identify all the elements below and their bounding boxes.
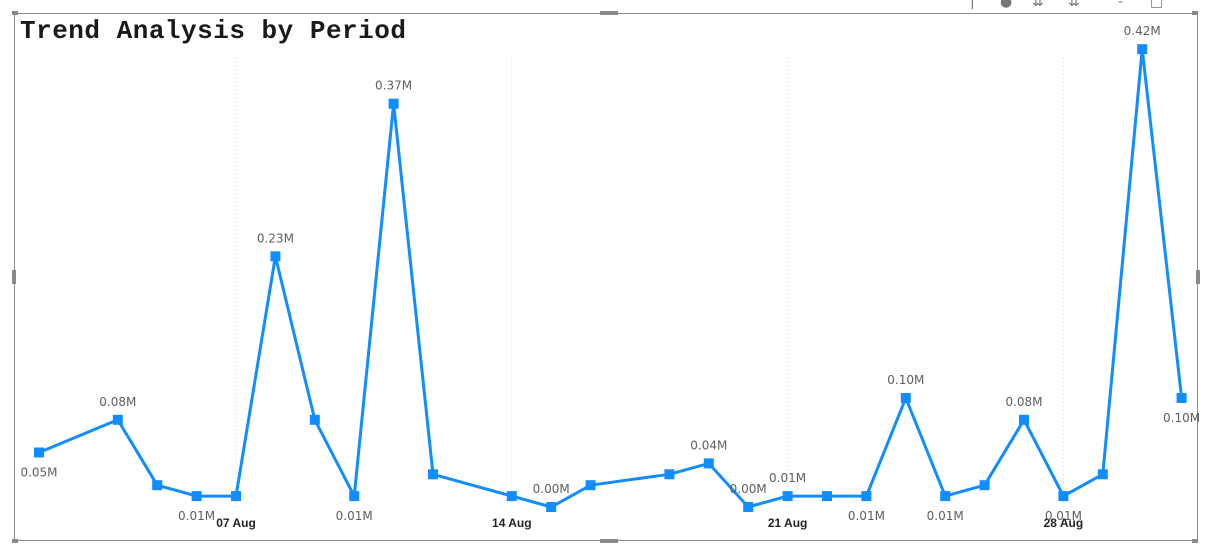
data-label: 0.01M xyxy=(178,509,215,523)
chart-title: Trend Analysis by Period xyxy=(20,16,407,46)
more-options-icon[interactable]: - xyxy=(1118,0,1124,10)
data-label: 0.04M xyxy=(690,438,727,452)
x-tick-label: 28 Aug xyxy=(1044,516,1084,530)
data-point-marker[interactable] xyxy=(664,469,675,480)
data-label: 0.01M xyxy=(336,509,373,523)
data-point-marker[interactable] xyxy=(585,480,596,491)
drill-down-icon[interactable]: ⇊ xyxy=(1032,0,1044,10)
data-point-marker[interactable] xyxy=(940,491,951,502)
data-point-marker[interactable] xyxy=(349,491,360,502)
focus-icon[interactable]: ● xyxy=(1000,0,1013,10)
data-point-marker[interactable] xyxy=(743,502,754,512)
data-point-marker[interactable] xyxy=(703,458,714,469)
data-label: 0.00M xyxy=(533,482,570,496)
data-point-marker[interactable] xyxy=(506,491,517,502)
gridlines xyxy=(235,58,1064,510)
data-point-marker[interactable] xyxy=(900,393,911,403)
data-point-marker[interactable] xyxy=(388,98,399,109)
data-point-marker[interactable] xyxy=(270,251,281,262)
data-point-marker[interactable] xyxy=(1137,44,1148,55)
data-point-marker[interactable] xyxy=(822,491,832,502)
data-label: 0.08M xyxy=(1005,395,1042,409)
x-axis: 07 Aug 14 Aug 21 Aug 28 Aug xyxy=(216,516,1083,530)
data-point-marker[interactable] xyxy=(231,491,241,502)
data-label: 0.05M xyxy=(20,466,57,480)
data-markers xyxy=(34,44,1187,512)
series-line xyxy=(38,47,1184,509)
data-point-marker[interactable] xyxy=(112,414,123,425)
data-label: 0.01M xyxy=(848,509,885,523)
data-point-marker[interactable] xyxy=(309,414,320,425)
data-label: 0.37M xyxy=(375,79,412,93)
expand-all-icon[interactable]: ⇊ xyxy=(1068,0,1080,10)
resize-handle-left[interactable] xyxy=(12,270,16,284)
data-label: 0.00M xyxy=(730,482,767,496)
data-point-marker[interactable] xyxy=(428,469,438,480)
data-label: 0.23M xyxy=(257,231,294,245)
resize-handle-bottom-left[interactable] xyxy=(12,539,18,543)
resize-handle-bottom-right[interactable] xyxy=(1192,539,1198,543)
visual-header-toolbar: | ● ⇊ ⇊ - □ xyxy=(960,0,1200,10)
data-label: 0.01M xyxy=(1045,509,1082,523)
data-point-marker[interactable] xyxy=(1176,393,1187,403)
data-label: 0.01M xyxy=(927,509,964,523)
data-point-marker[interactable] xyxy=(152,480,163,491)
resize-handle-bottom[interactable] xyxy=(600,539,618,543)
data-label: 0.10M xyxy=(887,373,924,387)
resize-handle-top-right[interactable] xyxy=(1192,11,1198,15)
x-tick-label: 21 Aug xyxy=(768,516,808,530)
resize-handle-right[interactable] xyxy=(1196,270,1200,284)
data-point-marker[interactable] xyxy=(1097,469,1108,480)
series-line-layer xyxy=(38,47,1184,509)
data-point-marker[interactable] xyxy=(34,447,44,458)
data-label: 0.01M xyxy=(769,471,806,485)
copy-visual-icon[interactable]: □ xyxy=(1150,0,1164,10)
data-label: 0.42M xyxy=(1124,24,1161,38)
data-labels: 0.05M 0.08M 0.01M 0.23M 0.01M 0.37M 0.00M 0.04M… xyxy=(20,24,1200,523)
x-tick-label: 14 Aug xyxy=(492,516,532,530)
data-point-marker[interactable] xyxy=(861,491,872,502)
data-point-marker[interactable] xyxy=(191,491,202,502)
resize-handle-top-left[interactable] xyxy=(12,11,18,15)
data-point-marker[interactable] xyxy=(782,491,793,502)
x-tick-label: 07 Aug xyxy=(216,516,256,530)
data-point-marker[interactable] xyxy=(546,502,557,512)
data-label: 0.10M xyxy=(1163,411,1200,425)
data-label: 0.08M xyxy=(99,395,136,409)
data-point-marker[interactable] xyxy=(1019,414,1029,425)
data-point-marker[interactable] xyxy=(979,480,990,491)
pin-icon[interactable]: | xyxy=(970,0,975,10)
resize-handle-top[interactable] xyxy=(600,11,618,15)
data-point-marker[interactable] xyxy=(1058,491,1069,502)
